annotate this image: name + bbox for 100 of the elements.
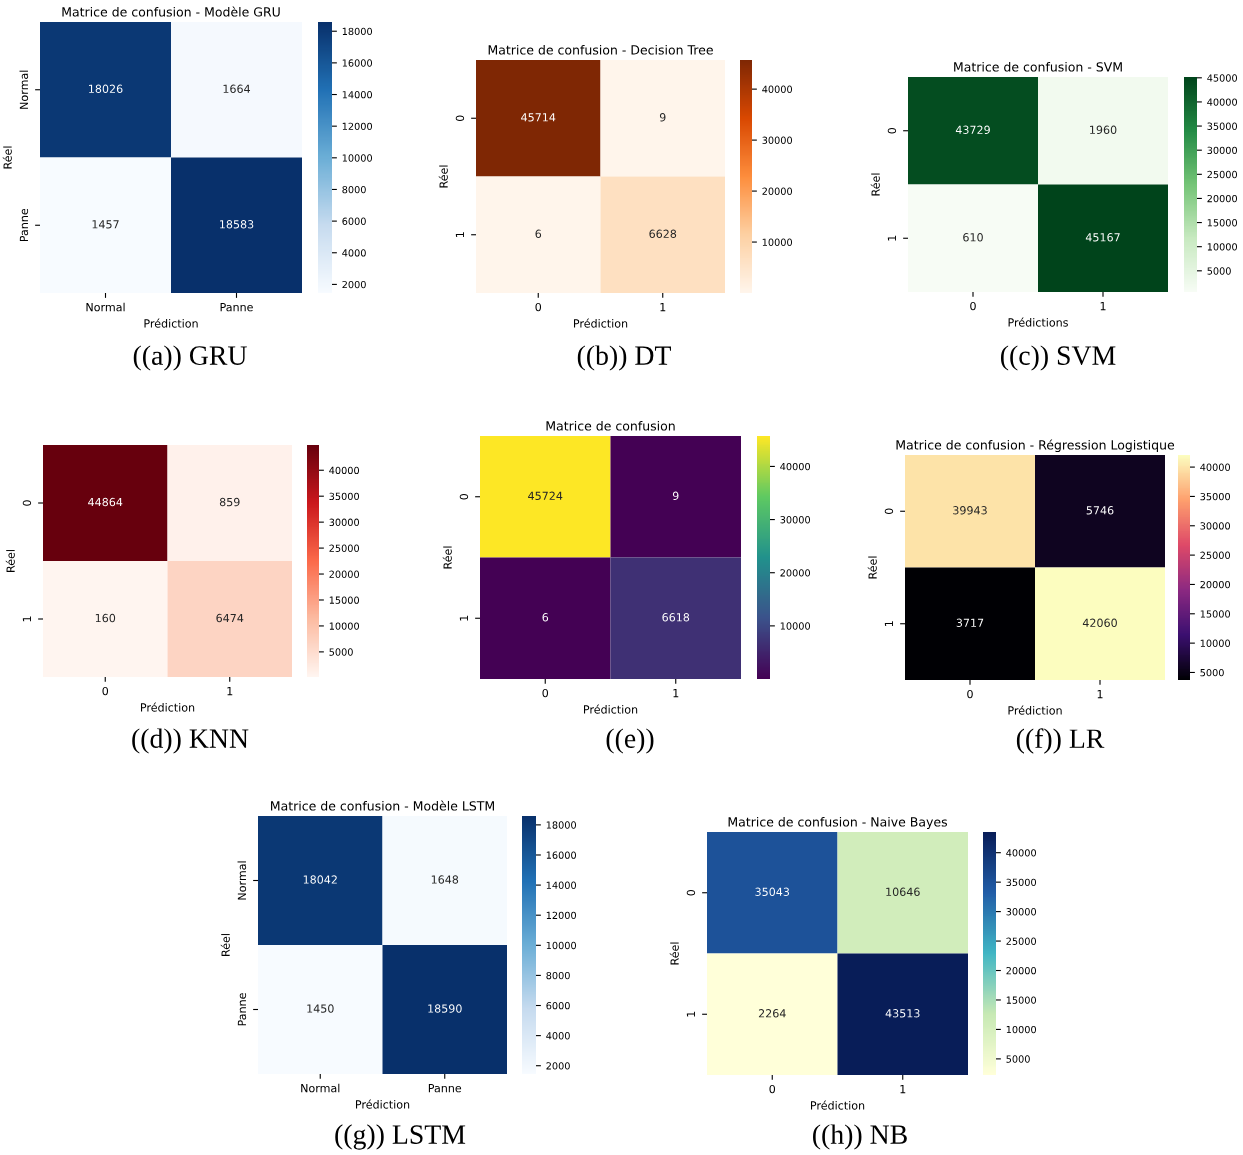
data-label: 1457	[92, 220, 119, 229]
color-bar-label: 40000	[1006, 849, 1036, 857]
color-bar-label: 30000	[762, 136, 792, 144]
text: ((a)) GRU	[133, 345, 247, 371]
color-bar-label: 35000	[1200, 492, 1230, 501]
color-bar-label: 10000	[1207, 243, 1237, 251]
color-bar-label: 30000	[329, 518, 359, 526]
color-bar-label: 5000	[329, 648, 353, 656]
data-label: 6618	[662, 613, 690, 622]
x-tick-label: Panne	[220, 303, 253, 312]
data-label: 2264	[758, 1009, 786, 1018]
data-label: 3717	[956, 618, 984, 627]
x-tick-label: 0	[542, 688, 549, 698]
color-bar-label: 15000	[1200, 610, 1230, 618]
color-bar-label: 30000	[1200, 522, 1230, 530]
color-bar-label: 10000	[762, 238, 792, 246]
color-bar-label: 18000	[342, 27, 372, 36]
chart-title: Matrice de confusion - Modèle LSTM	[271, 800, 494, 811]
x-tick-label: 0	[970, 301, 976, 311]
y-tick-label: 0	[887, 127, 897, 134]
color-bar-label: 2000	[342, 280, 366, 289]
x-axis-title: Prédiction	[1008, 705, 1062, 715]
color-bar-label: 45000	[1207, 74, 1237, 82]
color-bar-label: 6000	[546, 1001, 570, 1010]
y-axis-title: Réel	[442, 546, 452, 569]
color-bar-label: 15000	[329, 596, 359, 604]
chart-title: Matrice de confusion	[546, 420, 675, 431]
color-bar-label: 12000	[546, 911, 576, 920]
color-bar-label: 14000	[342, 91, 372, 99]
data-label: 42060	[1082, 618, 1117, 627]
color-bar-label: 35000	[1006, 878, 1036, 886]
chart-title: Matrice de confusion - Régression Logistique	[896, 439, 1175, 453]
data-label: 610	[963, 233, 983, 242]
color-bar-label: 30000	[1207, 146, 1237, 155]
chart-title: Matrice de confusion - Naive Bayes	[728, 816, 948, 830]
color-bar-label: 20000	[762, 187, 792, 195]
color-bar-label: 10000	[780, 622, 810, 630]
x-tick-label: 1	[900, 1085, 906, 1094]
data-label: 1450	[307, 1004, 334, 1013]
y-tick-label: 1	[22, 616, 31, 622]
color-bar-label: 10000	[342, 154, 372, 162]
color-bar-label: 40000	[780, 462, 810, 471]
y-tick-label: 1	[884, 621, 893, 627]
y-tick-label: 0	[459, 493, 469, 500]
color-bar-label: 5000	[1200, 668, 1224, 677]
color-bar-label: 15000	[1006, 996, 1036, 1004]
color-bar-label: 35000	[1207, 122, 1237, 130]
color-bar-label: 20000	[1006, 966, 1036, 975]
color-bar-label: 20000	[1207, 194, 1237, 203]
data-label: 43513	[885, 1009, 920, 1018]
data-label: 859	[219, 497, 240, 507]
y-axis-title: Réel	[5, 550, 15, 572]
data-label: 45724	[528, 491, 563, 500]
x-tick-label: 1	[673, 689, 679, 698]
chart-title: Matrice de confusion - Decision Tree	[488, 44, 713, 55]
y-tick-label: Panne	[19, 208, 29, 242]
data-label: 6628	[649, 229, 677, 238]
color-bar-label: 12000	[342, 122, 372, 130]
color-bar-label: 25000	[329, 544, 359, 552]
color-bar-label: 10000	[1006, 1025, 1036, 1034]
x-tick-label: 0	[967, 689, 973, 699]
color-bar-label: 40000	[762, 85, 792, 93]
y-tick-label: Normal	[19, 70, 29, 109]
x-tick-label: Normal	[301, 1083, 340, 1093]
x-tick-label: 1	[660, 303, 666, 312]
data-label: 6	[542, 613, 549, 622]
y-axis-title: Réel	[870, 173, 880, 196]
data-label: 45167	[1085, 233, 1120, 242]
color-bar-label: 40000	[1200, 463, 1230, 471]
color-bar-label: 2000	[546, 1062, 570, 1070]
data-label: 9	[672, 491, 679, 500]
data-label: 1648	[431, 875, 459, 884]
x-axis-title: Prédictions	[1008, 317, 1068, 327]
data-label: 18026	[89, 84, 123, 93]
x-tick-label: 1	[1097, 690, 1103, 699]
color-bar-label: 10000	[546, 941, 576, 950]
color-bar-label: 10000	[1200, 639, 1230, 647]
color-bar-label: 4000	[342, 249, 366, 257]
x-tick-label: 0	[535, 302, 542, 312]
x-axis-title: Prédiction	[355, 1099, 410, 1109]
chart-title: Matrice de confusion - Modèle GRU	[62, 6, 280, 17]
text: ((e))	[606, 728, 654, 754]
x-axis-title: Prédiction	[140, 702, 195, 712]
data-label: 39943	[953, 506, 987, 515]
color-bar-label: 40000	[329, 466, 359, 475]
text: ((f)) LR	[1016, 728, 1105, 754]
color-bar-label: 25000	[1207, 170, 1237, 179]
data-label: 18583	[220, 220, 254, 229]
data-label: 1664	[223, 84, 251, 93]
x-tick-label: 0	[769, 1084, 776, 1094]
text: ((b)) DT	[577, 345, 671, 371]
color-bar-label: 30000	[1006, 908, 1036, 916]
data-label: 43729	[955, 125, 990, 134]
data-label: 10646	[886, 887, 920, 896]
text: ((g)) LSTM	[335, 1124, 466, 1150]
color-bar-label: 20000	[1200, 580, 1230, 589]
data-label: 6474	[216, 613, 244, 623]
x-axis-title: Prédiction	[583, 704, 638, 714]
color-bar-label: 25000	[1006, 937, 1036, 945]
x-tick-label: 1	[1100, 302, 1106, 311]
